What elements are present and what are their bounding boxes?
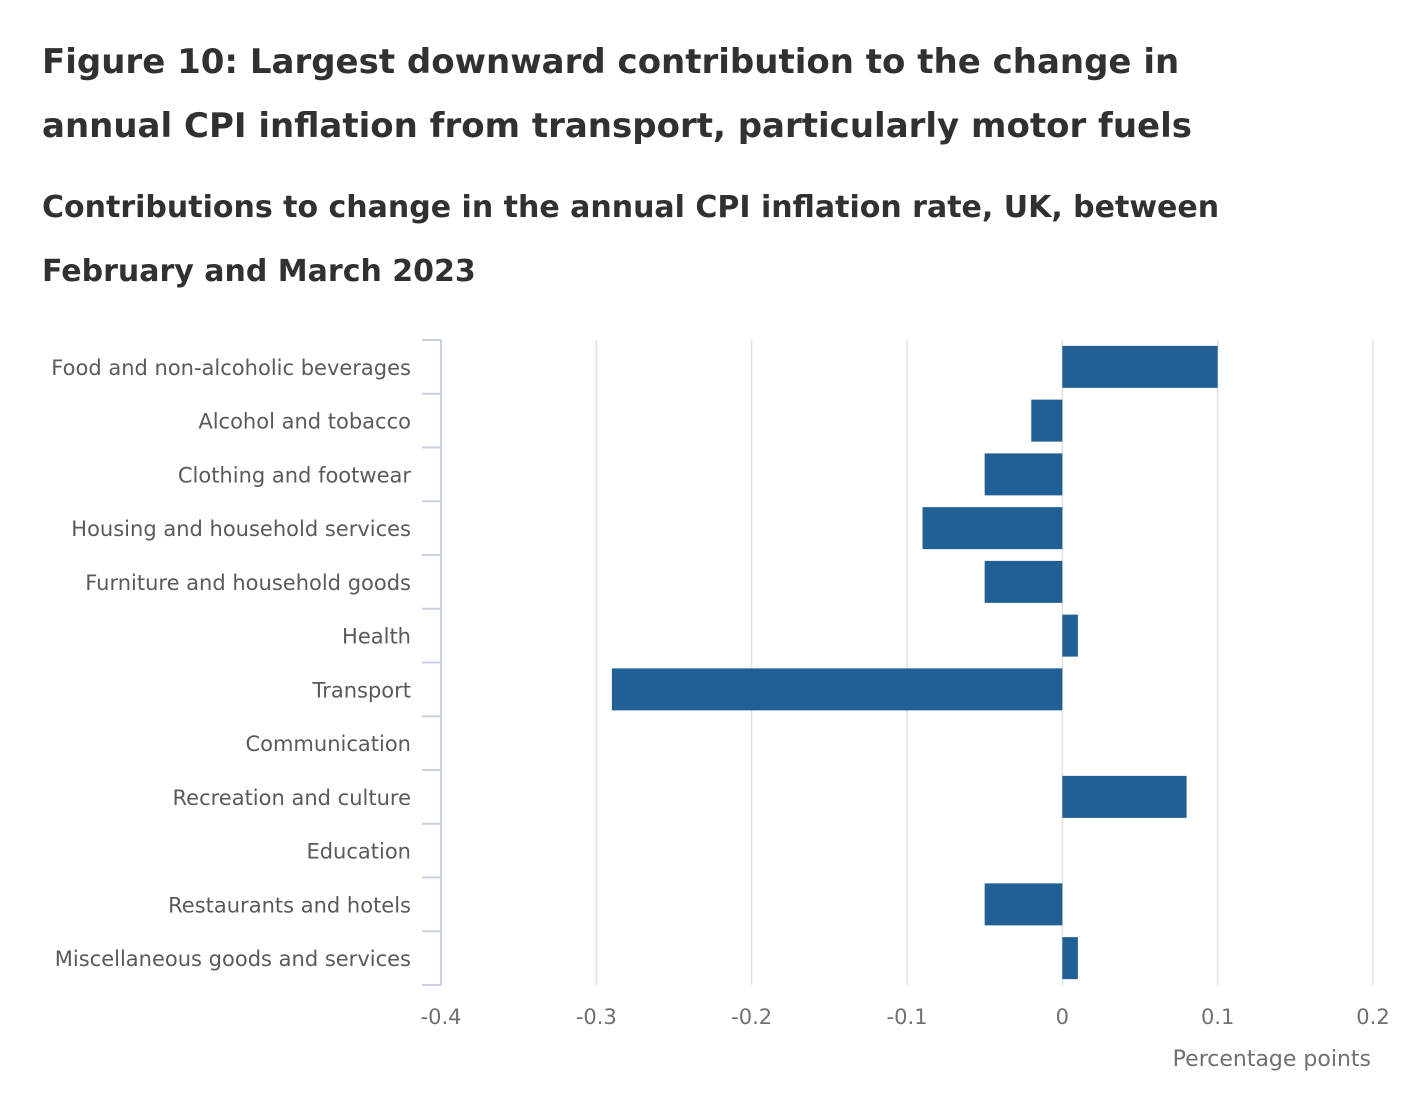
category-label: Health <box>342 625 411 649</box>
category-label: Recreation and culture <box>173 786 412 810</box>
x-tick-label: 0.2 <box>1356 1005 1389 1029</box>
x-tick-label: 0.1 <box>1201 1005 1234 1029</box>
category-label: Restaurants and hotels <box>168 893 411 917</box>
bar <box>984 883 1063 926</box>
bar <box>1062 345 1218 388</box>
category-label: Furniture and household goods <box>85 571 411 595</box>
category-label: Miscellaneous goods and services <box>55 947 411 971</box>
category-label: Food and non-alcoholic beverages <box>51 356 411 380</box>
chart-title: Figure 10: Largest downward contribution… <box>42 42 1193 146</box>
x-tick-label: -0.3 <box>576 1005 617 1029</box>
category-label: Education <box>306 840 411 864</box>
bar <box>1031 399 1063 442</box>
x-tick-label: -0.1 <box>887 1005 928 1029</box>
bars <box>611 345 1218 980</box>
x-axis-title: Percentage points <box>1173 1047 1371 1072</box>
bar <box>984 560 1063 603</box>
category-label: Alcohol and tobacco <box>198 410 411 434</box>
category-label: Clothing and footwear <box>178 463 412 487</box>
x-tick-label: -0.2 <box>731 1005 772 1029</box>
bar <box>1062 614 1078 657</box>
category-labels: Food and non-alcoholic beverages Alcohol … <box>51 356 411 971</box>
category-label: Communication <box>245 732 411 756</box>
x-tick-label: 0 <box>1056 1005 1069 1029</box>
bar <box>984 453 1063 496</box>
chart-subtitle: Contributions to change in the annual CP… <box>42 190 1220 289</box>
category-axis <box>422 339 442 986</box>
category-label: Housing and household services <box>71 517 411 541</box>
gridlines <box>595 340 1374 985</box>
bar <box>611 668 1063 711</box>
x-axis-ticks: -0.4 -0.3 -0.2 -0.1 0 0.1 0.2 <box>421 1005 1390 1029</box>
bar <box>1062 775 1187 818</box>
category-label: Transport <box>311 678 411 702</box>
x-tick-label: -0.4 <box>421 1005 462 1029</box>
bar <box>1062 937 1078 980</box>
bar <box>922 507 1063 550</box>
